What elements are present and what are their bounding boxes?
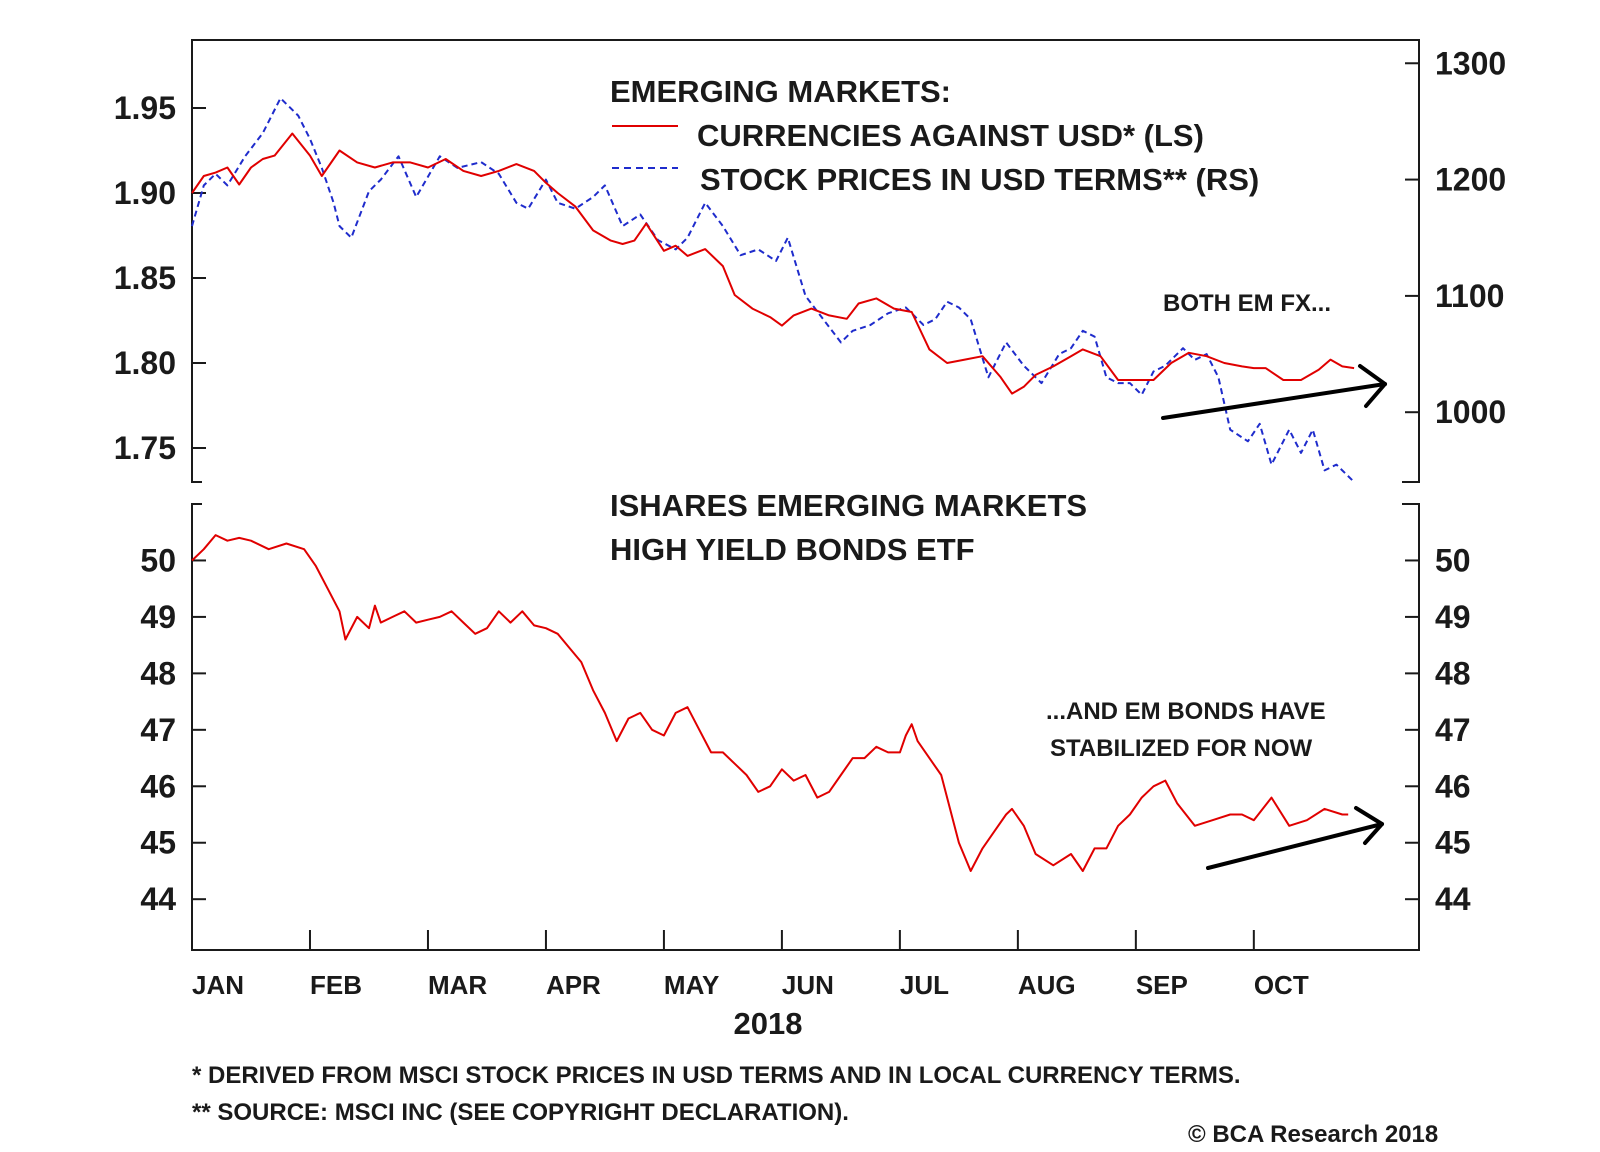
- ytick-label-top-right: 1200: [1435, 162, 1506, 198]
- ytick-label-top-right: 1000: [1435, 394, 1506, 430]
- ytick-label-top-right: 1300: [1435, 45, 1506, 81]
- x-axis-year-label: 2018: [734, 1006, 803, 1041]
- ytick-label-top-left: 1.80: [114, 345, 176, 381]
- legend-label-currencies: CURRENCIES AGAINST USD* (LS): [697, 118, 1204, 153]
- ytick-label-top-left: 1.90: [114, 175, 176, 211]
- ytick-label-bottom-left: 49: [140, 599, 176, 635]
- series-line-stock-prices: [191, 97, 1355, 483]
- series-line-currencies: [191, 132, 1355, 395]
- ytick-label-bottom-left: 46: [140, 768, 176, 804]
- trend-arrow-top: [1161, 364, 1387, 420]
- ytick-label-top-left: 1.75: [114, 430, 176, 466]
- ytick-label-top-left: 1.85: [114, 260, 176, 296]
- annotation-both-em-fx: BOTH EM FX...: [1163, 290, 1331, 317]
- ytick-label-bottom-right: 48: [1435, 655, 1471, 691]
- ytick-label-bottom-left: 47: [140, 712, 176, 748]
- legend-label-stocks: STOCK PRICES IN USD TERMS** (RS): [700, 162, 1259, 197]
- xtick-label: MAY: [664, 970, 719, 1000]
- bottom-panel-frame: [191, 503, 1420, 951]
- xtick-label: APR: [546, 970, 601, 1000]
- ytick-label-bottom-right: 49: [1435, 599, 1471, 635]
- ytick-label-bottom-right: 46: [1435, 768, 1471, 804]
- xtick-label: JUN: [782, 970, 834, 1000]
- panel-gap: [202, 476, 1402, 510]
- xtick-label: JAN: [192, 970, 244, 1000]
- axis-labels: 1.75 1.80 1.85 1.90 1.95 1000 1100 1200 1300 44 45…: [114, 45, 1506, 1000]
- bottom-chart-title: ISHARES EMERGING MARKETS HIGH YIELD BOND…: [610, 488, 1096, 567]
- bottom-title-line-2: HIGH YIELD BONDS ETF: [610, 532, 975, 567]
- ytick-label-bottom-right: 44: [1435, 881, 1471, 917]
- ytick-label-bottom-left: 50: [140, 542, 176, 578]
- annotation-em-bonds-line-2: STABILIZED FOR NOW: [1050, 735, 1313, 762]
- ytick-label-bottom-left: 44: [140, 881, 176, 917]
- footnote-1: * DERIVED FROM MSCI STOCK PRICES IN USD …: [192, 1062, 1241, 1089]
- xtick-label: FEB: [310, 970, 362, 1000]
- ytick-label-top-left: 1.95: [114, 90, 176, 126]
- xtick-label: MAR: [428, 970, 487, 1000]
- footnote-2: ** SOURCE: MSCI INC (SEE COPYRIGHT DECLA…: [192, 1099, 849, 1126]
- series-lines: [191, 97, 1355, 872]
- xtick-label: AUG: [1018, 970, 1076, 1000]
- ytick-label-top-right: 1100: [1435, 278, 1504, 314]
- ytick-label-bottom-right: 47: [1435, 712, 1471, 748]
- axis-ticks: [192, 62, 1419, 950]
- series-line-hy-bonds-etf: [191, 534, 1349, 872]
- xtick-label: OCT: [1254, 970, 1309, 1000]
- ytick-label-bottom-right: 45: [1435, 825, 1471, 861]
- ytick-label-bottom-right: 50: [1435, 542, 1471, 578]
- xtick-label: SEP: [1136, 970, 1188, 1000]
- top-chart-title: EMERGING MARKETS:: [610, 74, 951, 109]
- trend-arrow-bottom: [1206, 806, 1384, 870]
- ytick-label-bottom-left: 45: [140, 825, 176, 861]
- copyright: © BCA Research 2018: [1188, 1121, 1438, 1148]
- bottom-title-line-1: ISHARES EMERGING MARKETS: [610, 488, 1087, 523]
- xtick-label: JUL: [900, 970, 949, 1000]
- annotation-em-bonds-line-1: ...AND EM BONDS HAVE: [1046, 698, 1326, 725]
- ytick-label-bottom-left: 48: [140, 655, 176, 691]
